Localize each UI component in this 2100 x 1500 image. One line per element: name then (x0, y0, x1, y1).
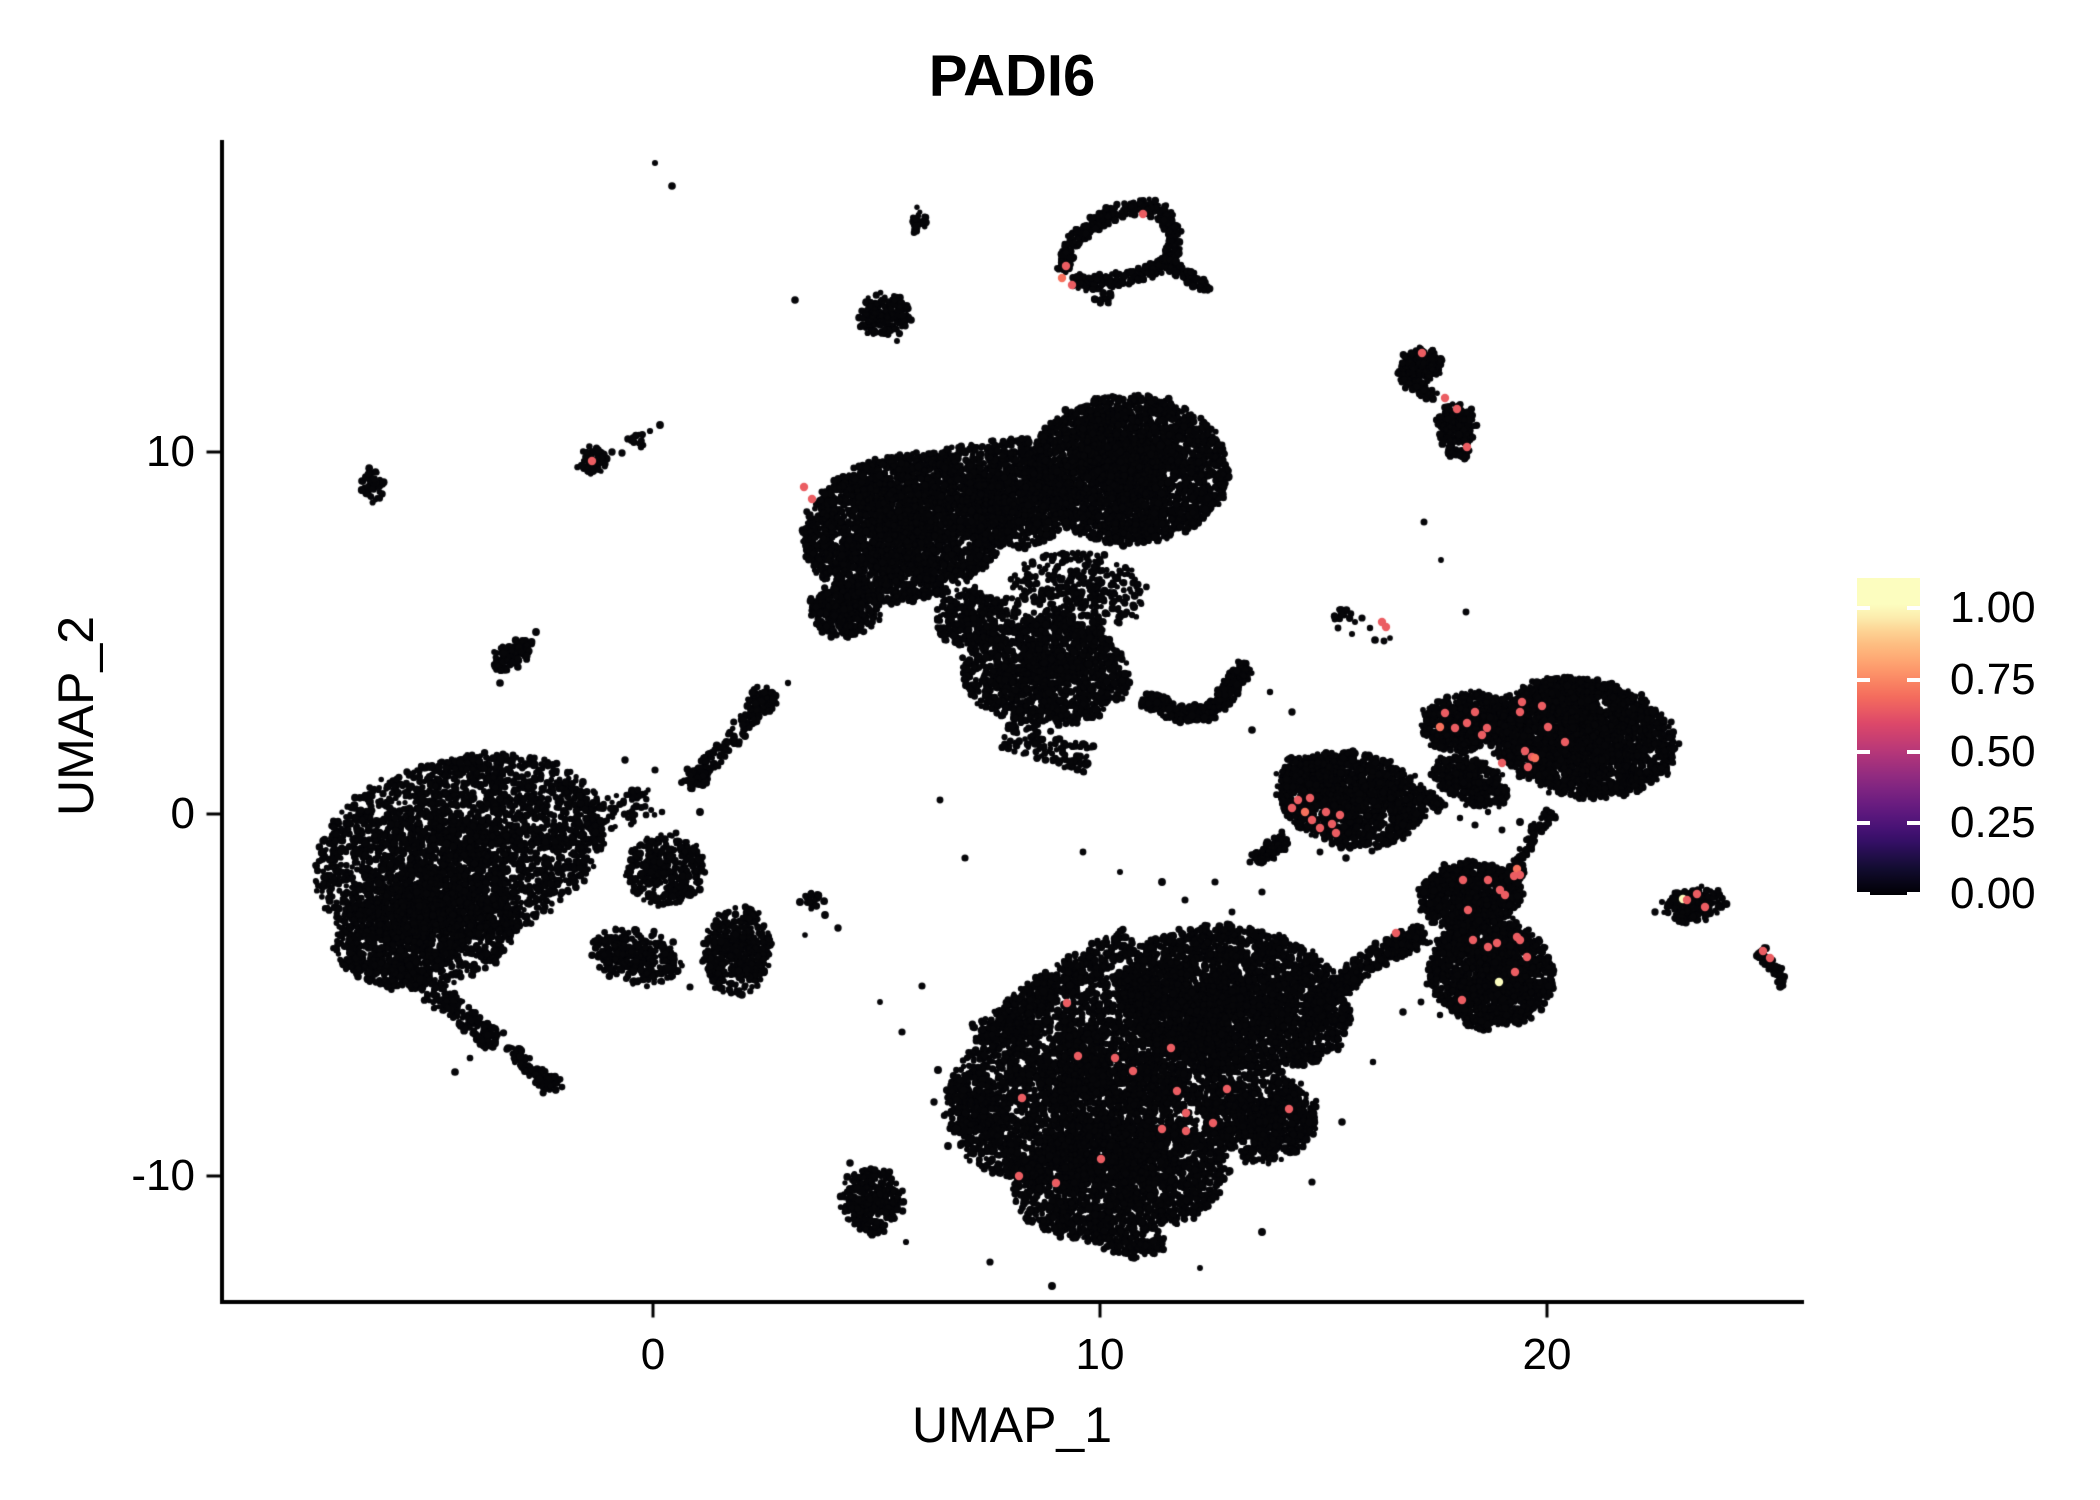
y-axis-title: UMAP_2 (48, 615, 104, 817)
colorbar-tick-mark (1907, 750, 1920, 754)
colorbar-tick-mark (1907, 892, 1920, 896)
colorbar-tick-mark (1907, 606, 1920, 610)
colorbar-tick-mark (1857, 892, 1870, 896)
colorbar-tick-mark (1857, 750, 1870, 754)
y-tick-label-10: 10 (146, 427, 195, 476)
colorbar-tick-mark (1907, 678, 1920, 682)
plot-title: PADI6 (928, 43, 1096, 109)
colorbar-gradient (1857, 578, 1920, 895)
colorbar-tick-mark (1907, 821, 1920, 825)
x-axis-title: UMAP_1 (911, 1397, 1113, 1453)
colorbar-tick-mark (1857, 678, 1870, 682)
legend-label-1.00: 1.00 (1950, 583, 2036, 632)
legend-label-0.00: 0.00 (1950, 869, 2036, 918)
x-tick-label-0: 0 (640, 1330, 666, 1379)
x-tick-label-20: 20 (1522, 1330, 1572, 1379)
y-tick-label-0: 0 (170, 789, 195, 838)
legend-label-0.75: 0.75 (1950, 655, 2036, 704)
legend-label-0.50: 0.50 (1950, 727, 2036, 776)
x-tick-label-10: 10 (1075, 1330, 1125, 1379)
colorbar-tick-mark (1857, 821, 1870, 825)
legend-label-0.25: 0.25 (1950, 798, 2036, 847)
y-tick-label-neg10: -10 (131, 1151, 195, 1200)
colorbar-tick-mark (1857, 606, 1870, 610)
